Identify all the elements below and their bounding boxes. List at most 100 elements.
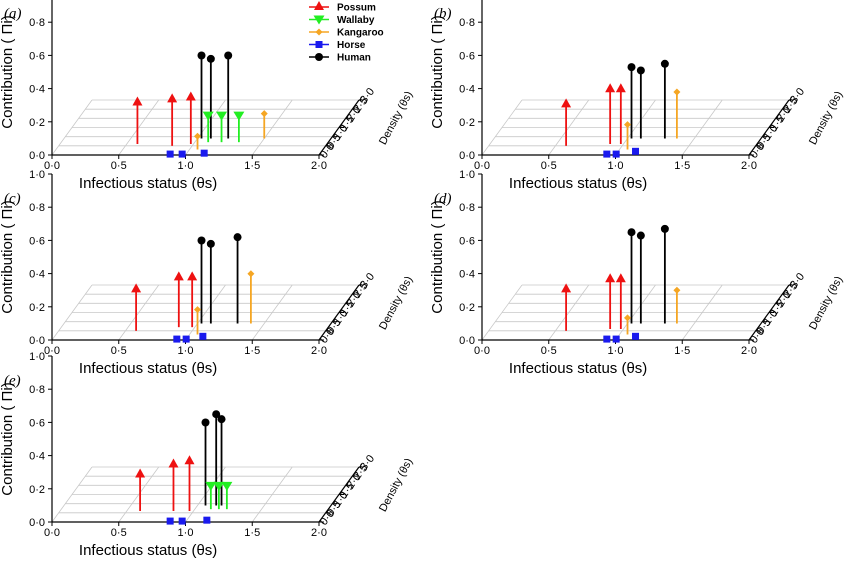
floor-gridline: [51, 99, 93, 156]
y-tick-label: 0·8: [459, 202, 475, 214]
floor-gridline: [681, 99, 723, 156]
possum-point: [135, 468, 146, 478]
z-axis-title: Density (θs): [807, 274, 845, 331]
y-tick-label: 0·8: [29, 384, 45, 396]
x-tick-label: 0·5: [111, 345, 127, 357]
panel-label: (d): [434, 191, 452, 207]
x-tick-label: 1·0: [178, 527, 194, 539]
y-tick-label: 0·8: [29, 17, 45, 29]
floor-gridline: [481, 284, 523, 341]
x-axis: 0·0 0·5 1·0 1·5 2·0 Infectious status (θs): [474, 154, 757, 192]
human-point: [636, 66, 645, 75]
possum-point: [173, 271, 184, 281]
x-tick-label: 2·0: [311, 527, 327, 539]
y-tick-label: 0·6: [29, 50, 45, 62]
x-axis: 0·0 0·5 1·0 1·5 2·0 Infectious status (θs): [44, 521, 327, 559]
human-point: [201, 418, 210, 427]
kangaroo-point: [624, 121, 632, 129]
possum-point: [605, 83, 616, 93]
legend-marker: [315, 28, 323, 36]
panel-label: (c): [4, 191, 21, 207]
wallaby-point: [202, 111, 214, 121]
x-axis-title: Infectious status (θs): [79, 542, 217, 559]
y-tick-label: 0·6: [29, 417, 45, 429]
legend-marker: [313, 15, 325, 25]
x-tick-label: 0·5: [541, 345, 557, 357]
y-tick-label: 0·2: [29, 484, 45, 496]
y-tick-label: 1·0: [29, 169, 45, 181]
floor-gridline: [185, 284, 226, 341]
floor-grid: [481, 99, 790, 156]
horse-point: [632, 332, 640, 340]
floor-gridline: [481, 99, 523, 156]
z-axis-title: Density (θs): [377, 274, 415, 331]
legend-item-horse: Horse: [309, 40, 366, 51]
floor-gridline: [548, 284, 590, 341]
human-point: [197, 51, 206, 60]
x-tick-label: 1·0: [178, 160, 194, 172]
floor-gridline: [548, 99, 590, 156]
floor-gridline: [681, 284, 723, 341]
x-tick-label: 0·0: [44, 345, 60, 357]
z-axis-title: Density (θs): [377, 89, 415, 146]
legend-label: Kangaroo: [337, 28, 384, 39]
y-tick-label: 0·0: [29, 517, 45, 529]
floor-gridline: [615, 284, 656, 341]
y-tick-label: 0·0: [29, 150, 45, 162]
horse-point: [178, 517, 186, 525]
kangaroo-point: [673, 286, 681, 294]
floor-gridline: [51, 466, 93, 523]
x-tick-label: 1·0: [178, 345, 194, 357]
horse-point: [178, 150, 186, 158]
horse-point: [166, 517, 174, 525]
floor-gridline: [185, 99, 226, 156]
x-tick-label: 1·5: [244, 345, 260, 357]
z-axis: 0·00·51·01·52·02·53·0 Density (θs): [748, 271, 845, 346]
human-point: [627, 63, 636, 72]
kangaroo-point: [194, 306, 202, 314]
y-axis-title: Contribution ( Πi): [429, 200, 446, 313]
legend-marker: [314, 1, 324, 10]
y-tick-label: 0·0: [459, 335, 475, 347]
x-tick-label: 0·0: [44, 160, 60, 172]
y-axis-title: Contribution ( Πi): [429, 15, 446, 128]
floor-gridline: [118, 99, 160, 156]
wallaby-point: [205, 481, 217, 491]
human-point: [197, 236, 206, 245]
x-tick-label: 0·0: [474, 345, 490, 357]
x-axis: 0·0 0·5 1·0 1·5 2·0 Infectious status (θs): [44, 339, 327, 377]
y-tick-label: 0·2: [459, 117, 475, 129]
y-tick-label: 0·8: [29, 202, 45, 214]
x-tick-label: 0·0: [44, 527, 60, 539]
human-point: [206, 239, 215, 248]
x-axis-title: Infectious status (θs): [509, 360, 647, 377]
data-marks: [561, 59, 681, 158]
horse-point: [200, 149, 208, 157]
y-tick-label: 0·0: [29, 335, 45, 347]
y-axis-title: Contribution ( Πi): [0, 15, 16, 128]
horse-point: [603, 150, 611, 158]
human-point: [660, 224, 669, 233]
legend-item-possum: Possum: [309, 1, 376, 14]
possum-point: [615, 273, 626, 283]
legend-label: Horse: [337, 40, 366, 51]
floor-gridline: [118, 284, 160, 341]
floor-gridline: [615, 99, 656, 156]
possum-point: [168, 458, 179, 468]
x-tick-label: 1·5: [244, 527, 260, 539]
possum-point: [615, 83, 626, 93]
legend-marker: [315, 41, 323, 48]
wallaby-point: [216, 111, 228, 121]
x-axis-title: Infectious status (θs): [79, 175, 217, 192]
kangaroo-point: [247, 270, 255, 278]
y-axis-title: Contribution ( Πi): [0, 200, 16, 313]
human-point: [660, 59, 669, 68]
y-tick-label: 0·2: [29, 302, 45, 314]
floor-gridline: [251, 99, 293, 156]
